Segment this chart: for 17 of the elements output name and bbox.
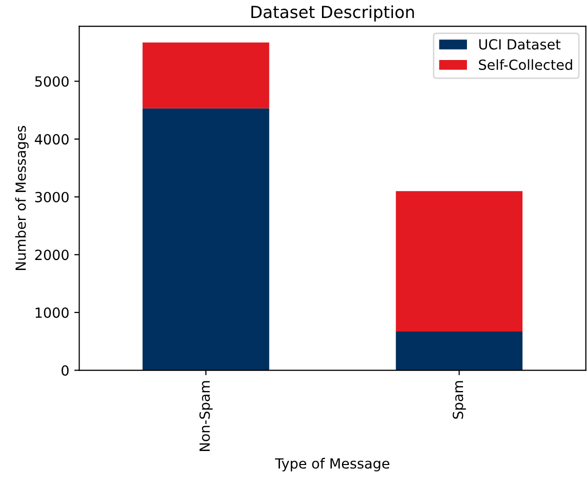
bar — [396, 332, 523, 370]
y-axis-title: Number of Messages — [15, 126, 29, 270]
x-axis-title: Type of Message — [275, 458, 390, 472]
x-tick-label: Spam — [452, 381, 466, 419]
chart-title: Dataset Description — [251, 5, 414, 22]
y-tick-label: 5000 — [35, 76, 69, 87]
legend-label: UCI Dataset — [479, 39, 560, 50]
y-tick-label: 2000 — [35, 250, 69, 260]
y-tick-label: 3000 — [35, 192, 69, 202]
bar — [396, 191, 523, 332]
x-tick-label: Non-Spam — [199, 381, 213, 452]
y-tick-label: 0 — [62, 365, 69, 376]
legend-label: Self-Collected — [478, 59, 572, 70]
bar — [142, 42, 270, 108]
y-tick-label: 4000 — [34, 134, 69, 145]
y-tick-label: 1000 — [36, 307, 69, 318]
bar — [142, 108, 270, 370]
